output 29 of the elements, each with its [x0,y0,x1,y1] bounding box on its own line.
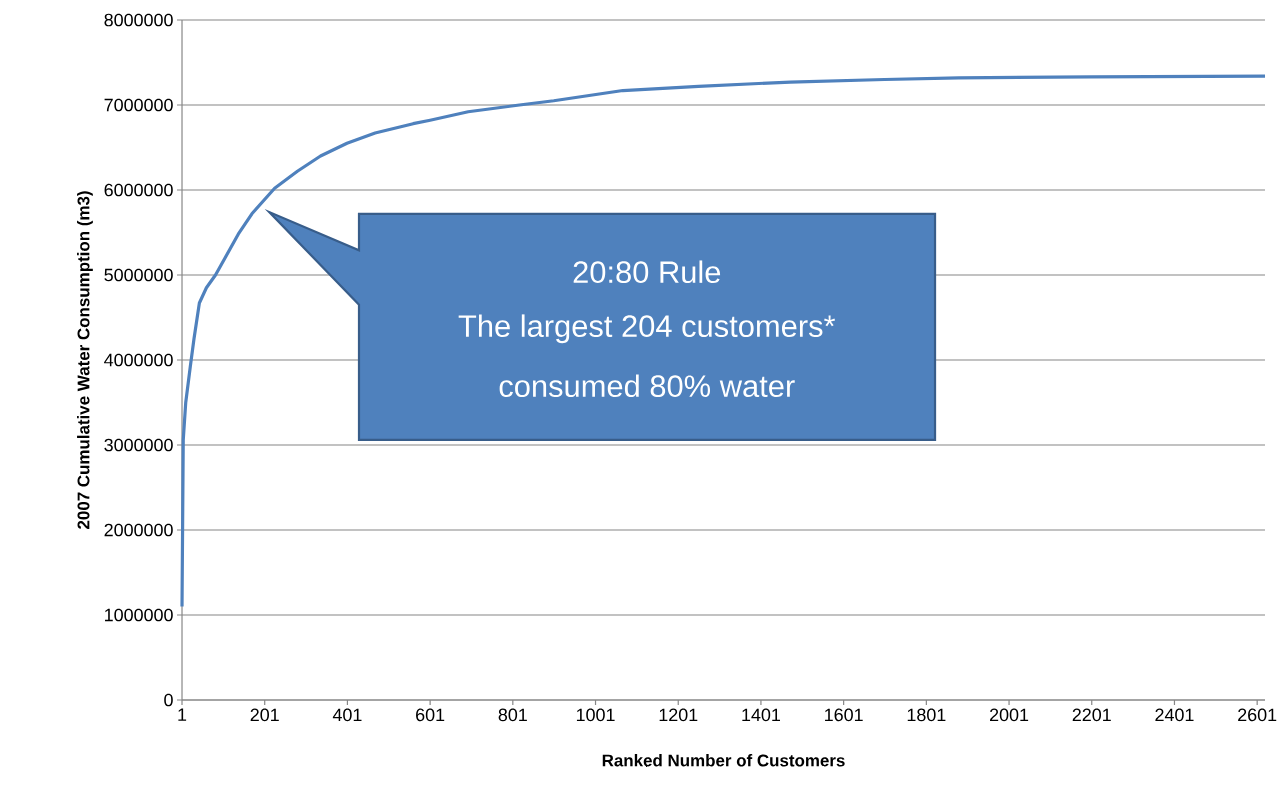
line-series [180,74,1267,609]
x-tick-label: 1 [178,708,187,721]
y-tick-label: 6000000 [104,183,173,197]
x-tick-label: 201 [250,708,279,722]
x-tick-label: 1401 [742,708,780,722]
y-tick-label: 0 [164,693,173,707]
x-tick-label: 2601 [1238,708,1277,722]
x-tick-label: 1001 [576,708,615,722]
y-tick-label: 4000000 [104,353,173,367]
y-tick-label: 2000000 [104,523,173,537]
x-tick-label: 2001 [990,708,1029,722]
x-tick-label: 1801 [907,708,946,722]
x-tick-label: 2201 [1072,708,1111,722]
x-tick-label: 1601 [825,708,863,722]
y-tick-label: 7000000 [104,98,173,112]
x-axis-title: Ranked Number of Customers [602,754,845,767]
y-tick-label: 3000000 [104,438,173,452]
annotation: 20:80 Rule [573,260,721,284]
y-tick-label: 8000000 [104,13,173,27]
y-tick-label: 1000000 [105,608,173,622]
x-tick-label: 401 [332,708,362,722]
annotation: The largest 204 customers* [458,314,836,344]
x-tick-label: 601 [416,708,445,722]
x-tick-label: 801 [498,708,527,722]
y-tick-label: 5000000 [104,268,173,282]
x-tick-label: 2401 [1155,708,1194,722]
annotation: consumed 80% water [499,374,795,398]
x-tick-label: 1201 [659,708,698,722]
y-axis-title: 2007 Cumulative Water Consumption (m3) [77,191,93,529]
